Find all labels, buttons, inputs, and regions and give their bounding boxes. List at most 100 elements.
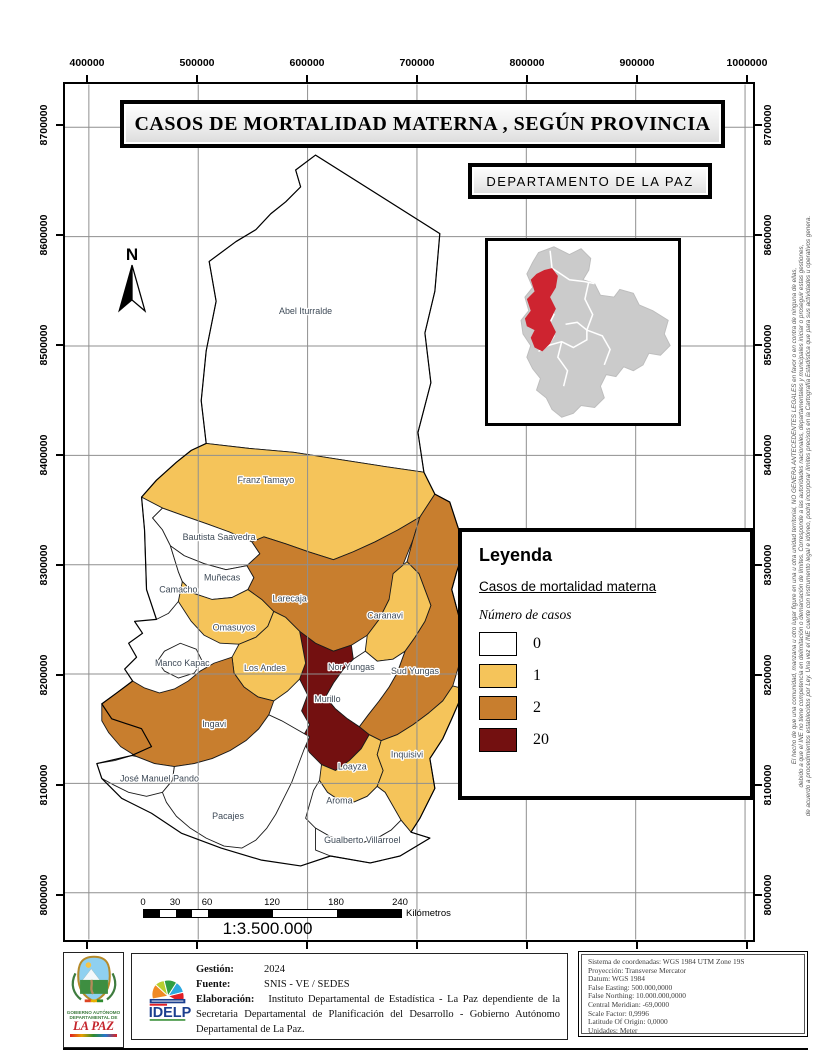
credits-label: Fuente: — [196, 979, 231, 990]
scale-ratio: 1:3.500.000 — [222, 919, 313, 938]
province-label-los-andes: Los Andes — [244, 663, 286, 673]
legend-class-row: 0 — [479, 632, 549, 656]
province-label-camacho: Camacho — [159, 585, 197, 595]
north-arrow-icon — [118, 264, 147, 313]
scale-bar-units: Kilómetros — [406, 908, 451, 919]
province-label-bautista-saavedra: Bautista Saavedra — [183, 532, 256, 542]
gobierno-line3: LA PAZ — [72, 1019, 115, 1034]
legend-class-label: 0 — [533, 635, 541, 652]
y-axis-tick-right — [755, 124, 762, 126]
scale-bar: 0 30 60 120 180 240 Kilómetros — [140, 897, 473, 921]
province-pacajes — [161, 714, 311, 849]
coordinate-system-line: Proyección: Transverse Mercator — [588, 965, 687, 975]
legend-class-row: 1 — [479, 664, 549, 688]
la-paz-highlight — [524, 268, 558, 352]
x-axis-tick-top — [416, 75, 418, 82]
y-axis-label-left: 8400000 — [38, 434, 50, 476]
y-axis-tick-left — [56, 344, 63, 346]
y-axis-tick-right — [755, 344, 762, 346]
x-axis-tick-bottom — [636, 942, 638, 949]
x-axis-label: 900000 — [619, 57, 655, 69]
gobierno-line2: DEPARTAMENTAL DE — [69, 1015, 118, 1021]
y-axis-tick-right — [755, 454, 762, 456]
elaboracion-label: Elaboración: — [196, 994, 255, 1005]
x-axis-tick-bottom — [746, 942, 748, 949]
province-label-franz-tamayo: Franz Tamayo — [238, 475, 294, 485]
x-axis-tick-top — [636, 75, 638, 82]
map-frame: Abel Iturralde Franz Tamayo Bautista Saave… — [63, 82, 755, 942]
y-axis-label-left: 8600000 — [38, 214, 50, 256]
scale-tick-label: 60 — [201, 897, 213, 908]
map-subtitle: DEPARTAMENTO DE LA PAZ — [486, 173, 694, 189]
coordinate-system-line: Unidades: Meter — [588, 1025, 638, 1035]
gobierno-line1: GOBIERNO AUTÓNOMO — [66, 1010, 121, 1015]
scale-tick-label: 180 — [328, 897, 344, 908]
province-label-pacajes: Pacajes — [212, 811, 244, 821]
y-axis-tick-left — [56, 124, 63, 126]
y-axis-label-right: 8200000 — [762, 654, 774, 696]
y-axis-label-right: 8500000 — [762, 324, 774, 366]
department-borders — [538, 250, 611, 387]
scale-bar-graphic — [143, 909, 402, 918]
x-axis-tick-bottom — [416, 942, 418, 949]
y-axis-label-right: 8400000 — [762, 434, 774, 476]
x-axis-tick-top — [306, 75, 308, 82]
legend-title: Leyenda — [479, 545, 553, 565]
y-axis-tick-right — [755, 784, 762, 786]
x-axis-tick-bottom — [526, 942, 528, 949]
legend-layer-title: Casos de mortalidad materna — [479, 579, 657, 594]
legend-swatch — [479, 696, 517, 720]
y-axis-label-right: 8000000 — [762, 874, 774, 916]
y-axis-tick-left — [56, 234, 63, 236]
legend-class-row: 2 — [479, 696, 549, 720]
y-axis-tick-left — [56, 784, 63, 786]
y-axis-tick-right — [755, 234, 762, 236]
credits-value: SNIS - VE / SEDES — [264, 979, 350, 990]
province-label-inquisivi: Inquisivi — [391, 750, 423, 760]
x-axis-label: 600000 — [289, 57, 325, 69]
legend-class-label: 1 — [533, 667, 541, 684]
scale-tick-label: 0 — [140, 897, 146, 908]
y-axis-label-left: 8500000 — [38, 324, 50, 366]
north-arrow: N — [112, 245, 152, 320]
legend-classes: 0 1 2 20 — [479, 632, 549, 760]
province-label-loayza: Loayza — [338, 762, 367, 772]
gobierno-logo-box: GOBIERNO AUTÓNOMO DEPARTAMENTAL DE LA PA… — [63, 952, 124, 1048]
coordinate-system-line: Central Meridian: -69,0000 — [588, 999, 670, 1009]
credits-label: Gestión: — [196, 964, 234, 975]
legend-swatch — [479, 728, 517, 752]
coordinate-system-line: Latitude Of Origin: 0,0000 — [588, 1017, 668, 1027]
y-axis-tick-left — [56, 674, 63, 676]
idelp-logo-icon: IDELP — [149, 979, 192, 1021]
y-axis-tick-left — [56, 454, 63, 456]
disclaimer-line: de acuerdo a procedimientos establecidos… — [805, 215, 813, 817]
x-axis-tick-top — [196, 75, 198, 82]
north-label: N — [125, 245, 139, 264]
y-axis-label-left: 8200000 — [38, 654, 50, 696]
legend-swatch — [479, 632, 517, 656]
coordinate-system-line: Datum: WGS 1984 — [588, 974, 645, 984]
scale-tick-label: 120 — [264, 897, 280, 908]
y-axis-label-left: 8100000 — [38, 764, 50, 806]
x-axis-tick-top — [526, 75, 528, 82]
credits-box: IDELP Gestión: 2024 Fuente: SNIS - VE / SED… — [131, 953, 568, 1040]
scale-tick-label: 30 — [169, 897, 181, 908]
elaboracion-value: Instituto Departamental de Estadística -… — [196, 994, 560, 1035]
credits-text: Gestión: 2024 Fuente: SNIS - VE / SEDES Ela… — [196, 962, 560, 1037]
y-axis-label-right: 8100000 — [762, 764, 774, 806]
y-axis-tick-right — [755, 674, 762, 676]
legend-class-label: 2 — [533, 699, 541, 716]
disclaimer-line: debido a que el INE no tiene competencia… — [798, 244, 806, 788]
flag-stripe — [70, 1034, 117, 1037]
province-label-larecaja: Larecaja — [273, 593, 307, 603]
y-axis-label-left: 8000000 — [38, 874, 50, 916]
province-label-caranavi: Caranavi — [367, 610, 403, 620]
bolivia-country-shape — [520, 246, 671, 418]
province-label-sud-yungas: Sud Yungas — [391, 666, 440, 676]
x-axis-label: 1000000 — [726, 57, 768, 69]
idelp-wordmark: IDELP — [149, 1005, 192, 1021]
coordinate-system-line: False Easting: 500.000,0000 — [588, 982, 673, 992]
scale-bar-segment — [208, 910, 273, 917]
x-axis-tick-bottom — [196, 942, 198, 949]
